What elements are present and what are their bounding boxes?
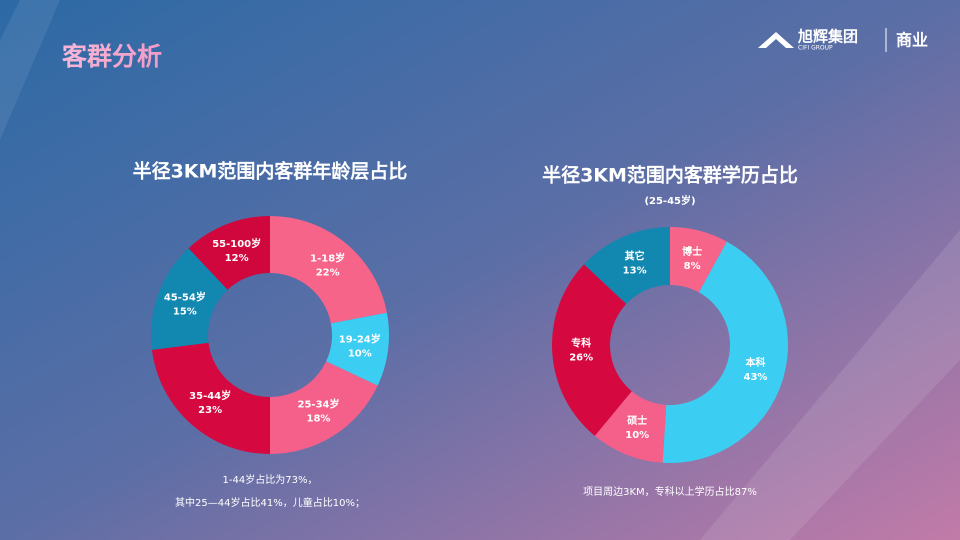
chart-subtitle: (25-45岁) — [644, 194, 695, 207]
page-title: 客群分析 — [62, 42, 162, 71]
charts: 半径3KM范围内客群年龄层占比 1-18岁 22% 19-24岁 10% 25-34岁 18… — [133, 160, 798, 510]
slice-category: 专科 — [571, 337, 591, 350]
slice-value: 43% — [743, 372, 767, 383]
slice-value: 8% — [684, 261, 701, 272]
slice-category: 其它 — [625, 249, 645, 262]
slice-category: 45-54岁 — [164, 290, 206, 303]
logo-en: CIFI GROUP — [798, 45, 833, 52]
slice-value: 10% — [625, 430, 649, 441]
donut-slice — [670, 227, 727, 293]
slice-value: 13% — [623, 265, 647, 276]
chart-note: 其中25—44岁占比41%，儿童占比10%； — [175, 496, 365, 509]
slice-value: 22% — [316, 267, 340, 278]
slice-category: 博士 — [682, 245, 702, 258]
slice-category: 55-100岁 — [212, 237, 261, 250]
decor — [0, 0, 60, 140]
donut-slice — [270, 216, 387, 324]
donut-slice — [270, 361, 378, 454]
donut-slice — [662, 241, 788, 464]
slice-category: 19-24岁 — [339, 332, 381, 345]
donut-slice — [326, 312, 389, 386]
logo-name: 旭辉集团 — [797, 28, 858, 46]
slice-category: 硕士 — [627, 414, 647, 427]
chart-title: 半径3KM范围内客群年龄层占比 — [133, 160, 408, 183]
donut-slice — [188, 216, 270, 290]
chart-title: 半径3KM范围内客群学历占比 — [542, 164, 798, 187]
chart-note: 1-44岁占比为73%， — [223, 473, 318, 486]
slice-value: 12% — [225, 253, 249, 264]
slice-value: 26% — [569, 353, 593, 364]
donut-slice — [583, 227, 670, 304]
decor — [700, 230, 960, 540]
chart-note: 项目周边3KM，专科以上学历占比87% — [583, 485, 757, 498]
slice-category: 本科 — [745, 356, 765, 369]
slice-category: 35-44岁 — [189, 389, 231, 402]
slice-category: 25-34岁 — [298, 397, 340, 410]
donut-slice — [552, 264, 632, 436]
donut-slice — [594, 391, 667, 463]
slice-value: 15% — [173, 306, 197, 317]
slice-value: 18% — [307, 413, 331, 424]
slice-value: 10% — [348, 348, 372, 359]
slice-value: 23% — [198, 405, 222, 416]
division: 商业 — [896, 31, 928, 50]
donut-slice — [151, 342, 270, 454]
logo-mark — [758, 32, 794, 48]
donut-slice — [151, 248, 228, 350]
slice-category: 1-18岁 — [310, 251, 345, 264]
